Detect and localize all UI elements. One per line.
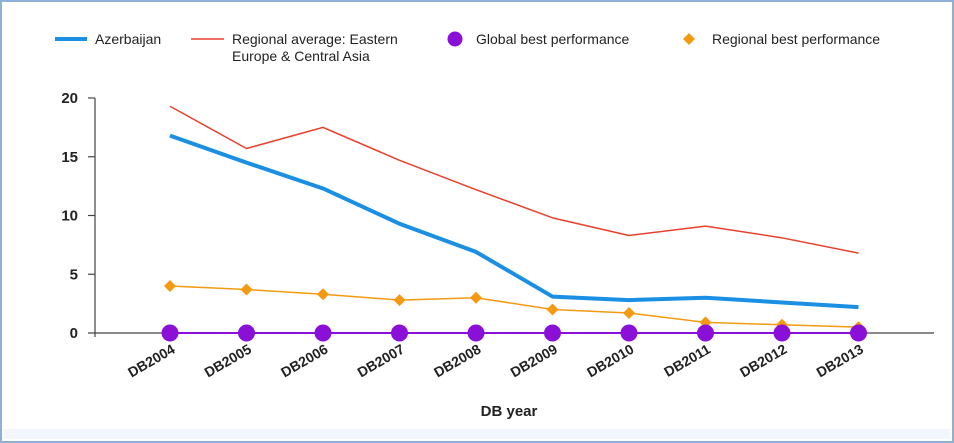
chart-footer-strip xyxy=(4,429,950,439)
legend-label-regional-best: Regional best performance xyxy=(712,31,880,47)
x-tick-label: DB2004 xyxy=(125,341,178,381)
data-point-global-best-performance xyxy=(314,324,332,342)
y-ticks: 0 5 10 15 20 xyxy=(61,90,95,342)
legend-label-regional-average-line1: Regional average: Eastern xyxy=(232,31,398,47)
legend-swatch-regional-best xyxy=(683,33,695,45)
y-tick-label: 10 xyxy=(61,208,78,225)
x-tick-label: DB2013 xyxy=(814,341,867,381)
x-tick-label: DB2007 xyxy=(355,341,408,381)
data-point-global-best-performance xyxy=(850,324,867,342)
x-axis-title: DB year xyxy=(481,403,538,420)
legend-label-azerbaijan: Azerbaijan xyxy=(95,31,161,47)
data-point-regional-best-performance xyxy=(164,280,176,292)
y-tick-label: 15 xyxy=(61,149,78,166)
plot-area xyxy=(161,105,867,342)
data-point-global-best-performance xyxy=(620,324,638,342)
x-tick-label: DB2005 xyxy=(202,341,255,381)
data-point-regional-best-performance xyxy=(240,283,253,296)
legend-swatch-global-best xyxy=(447,31,463,47)
legend-label-global-best: Global best performance xyxy=(476,31,630,47)
legend-item-regional-best[interactable]: Regional best performance xyxy=(683,31,880,47)
series-line-azerbaijan xyxy=(169,133,859,310)
data-point-global-best-performance xyxy=(773,324,791,342)
series-line-regional-best-performance xyxy=(169,285,859,328)
y-tick-label: 20 xyxy=(61,90,78,107)
x-tick-label: DB2006 xyxy=(278,341,331,381)
legend-item-regional-average[interactable]: Regional average: Eastern Europe & Centr… xyxy=(191,31,398,64)
x-ticks: DB2004 DB2005 DB2006 DB2007 DB2008 DB2009 DB20… xyxy=(125,333,866,380)
x-tick-label: DB2010 xyxy=(584,341,637,381)
y-tick-label: 0 xyxy=(70,325,78,342)
legend-item-global-best[interactable]: Global best performance xyxy=(447,31,630,47)
x-tick-label: DB2012 xyxy=(737,341,790,381)
x-tick-label: DB2009 xyxy=(508,341,561,381)
data-point-global-best-performance xyxy=(161,324,179,342)
data-point-global-best-performance xyxy=(467,324,485,342)
data-point-global-best-performance xyxy=(697,324,714,342)
x-tick-label: DB2011 xyxy=(661,341,713,380)
data-point-regional-best-performance xyxy=(546,303,559,316)
data-point-regional-best-performance xyxy=(393,294,406,307)
data-point-regional-best-performance xyxy=(470,291,482,304)
data-point-global-best-performance xyxy=(391,324,408,342)
series-line-regional-average-eastern-europe-central-asia xyxy=(169,105,859,254)
data-point-regional-best-performance xyxy=(623,307,635,320)
data-point-global-best-performance xyxy=(544,324,561,342)
data-point-regional-best-performance xyxy=(317,288,329,301)
legend: Azerbaijan Regional average: Eastern Eur… xyxy=(55,31,880,64)
legend-item-azerbaijan[interactable]: Azerbaijan xyxy=(55,31,161,47)
y-tick-label: 5 xyxy=(70,266,78,283)
legend-label-regional-average-line2: Europe & Central Asia xyxy=(232,48,370,64)
data-point-global-best-performance xyxy=(238,324,255,342)
x-tick-label: DB2008 xyxy=(431,341,484,381)
